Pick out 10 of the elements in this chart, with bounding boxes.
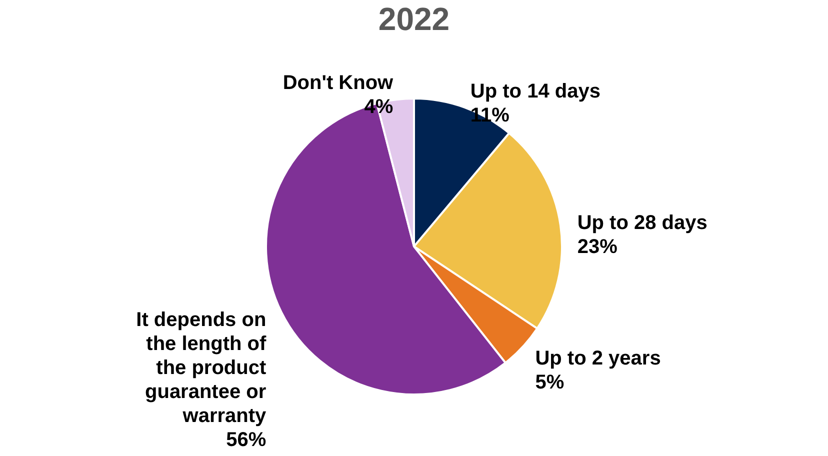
data-label: 56%	[226, 428, 266, 451]
chart-title: 2022	[378, 1, 450, 37]
slice-label: It depends on the length of the product guarantee or warranty	[136, 308, 268, 427]
slice-label: Don't Know	[282, 72, 394, 94]
slice-label: Up to 2 years	[535, 347, 661, 370]
slice-label: Up to 28 days	[577, 212, 708, 234]
data-label: 23%	[577, 236, 618, 258]
slice-label: Up to 14 days	[470, 80, 600, 102]
data-label: 5%	[535, 371, 564, 394]
data-label: 4%	[364, 96, 394, 118]
